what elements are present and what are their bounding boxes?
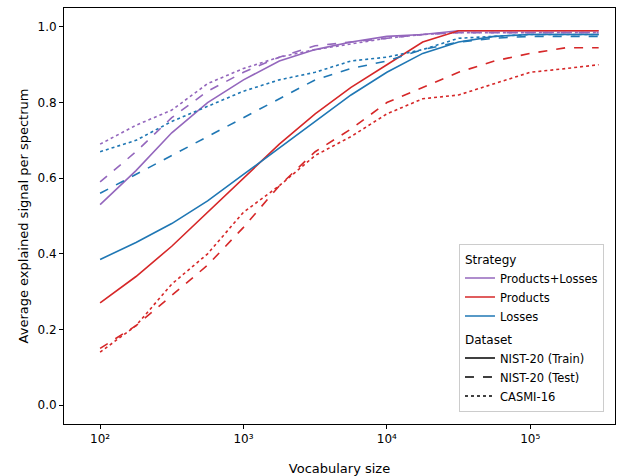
svg-text:1.0: 1.0 bbox=[38, 20, 57, 34]
svg-text:0.4: 0.4 bbox=[38, 247, 57, 261]
svg-text:NIST-20 (Test): NIST-20 (Test) bbox=[500, 371, 579, 385]
svg-text:Strategy: Strategy bbox=[465, 253, 516, 267]
svg-text:Average explained signal per s: Average explained signal per spectrum bbox=[16, 89, 31, 344]
svg-text:0.6: 0.6 bbox=[38, 171, 57, 185]
svg-text:10³: 10³ bbox=[233, 432, 253, 446]
svg-text:10²: 10² bbox=[90, 432, 110, 446]
svg-text:Products: Products bbox=[500, 291, 550, 305]
svg-text:Vocabulary size: Vocabulary size bbox=[289, 461, 390, 476]
svg-text:Products+Losses: Products+Losses bbox=[500, 272, 598, 286]
svg-text:0.2: 0.2 bbox=[38, 323, 57, 337]
svg-text:0.8: 0.8 bbox=[38, 96, 57, 110]
svg-text:0.0: 0.0 bbox=[38, 398, 57, 412]
svg-text:Dataset: Dataset bbox=[465, 333, 512, 347]
svg-text:NIST-20 (Train): NIST-20 (Train) bbox=[500, 352, 584, 366]
svg-text:10⁴: 10⁴ bbox=[377, 432, 397, 446]
svg-text:Losses: Losses bbox=[500, 310, 538, 324]
svg-text:CASMI-16: CASMI-16 bbox=[500, 390, 555, 404]
svg-text:10⁵: 10⁵ bbox=[520, 432, 540, 446]
